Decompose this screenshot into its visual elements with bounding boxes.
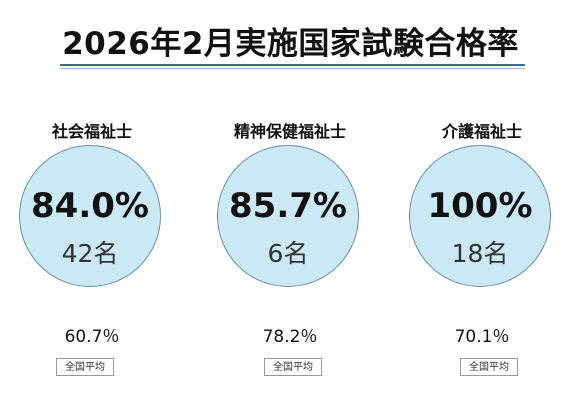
- pass-rate-circle: 100% 18名: [409, 145, 551, 287]
- pass-rate-value: 84.0%: [31, 186, 149, 226]
- exam-name: 介護福祉士: [441, 122, 522, 141]
- exam-column-mental-health-social-worker: 精神保健福祉士 85.7% 6名 78.2％ 全国平均: [200, 0, 380, 400]
- passers-count: 18名: [451, 239, 509, 268]
- pass-rate-circle: 85.7% 6名: [217, 145, 359, 287]
- national-average-badge: 全国平均: [264, 358, 322, 376]
- exam-column-social-worker: 社会福祉士 84.0% 42名 60.7％ 全国平均: [2, 0, 182, 400]
- national-average-value: 70.1％: [454, 327, 510, 347]
- national-average-badge: 全国平均: [56, 358, 114, 376]
- page-title: 2026年2月実施国家試験合格率: [62, 26, 519, 62]
- pass-rate-value: 85.7%: [229, 186, 347, 226]
- title-underline-thin: [60, 68, 525, 69]
- pass-rate-value: 100%: [427, 186, 533, 226]
- pass-rate-circle: 84.0% 42名: [19, 145, 161, 287]
- exam-name: 社会福祉士: [51, 122, 132, 141]
- passers-count: 6名: [267, 239, 309, 268]
- national-average-value: 78.2％: [262, 327, 318, 347]
- exam-column-care-worker: 介護福祉士 100% 18名 70.1％ 全国平均: [392, 0, 572, 400]
- national-average-badge: 全国平均: [460, 358, 518, 376]
- exam-name: 精神保健福祉士: [233, 122, 346, 141]
- national-average-value: 60.7％: [64, 327, 120, 347]
- passers-count: 42名: [61, 239, 119, 268]
- title-underline: [60, 64, 525, 66]
